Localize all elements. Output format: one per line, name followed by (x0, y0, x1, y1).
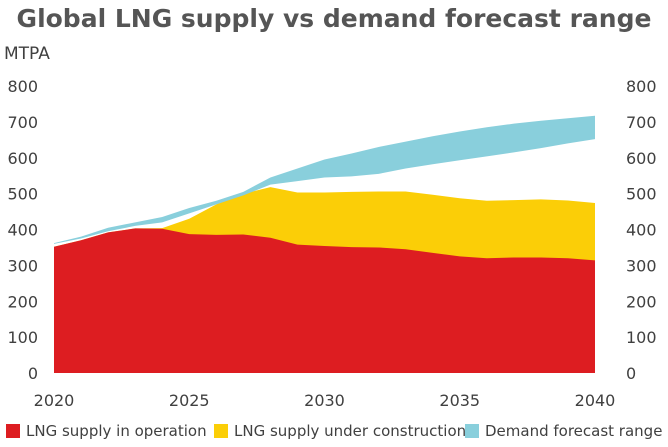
y-tick-left-600: 600 (7, 149, 38, 168)
y-tick-left-100: 100 (7, 328, 38, 347)
y-tick-left-700: 700 (7, 113, 38, 132)
x-tick-2025: 2025 (169, 391, 210, 410)
y-tick-left-400: 400 (7, 221, 38, 240)
x-tick-2040: 2040 (575, 391, 616, 410)
y-tick-right-100: 100 (626, 328, 657, 347)
chart-title: Global LNG supply vs demand forecast ran… (16, 4, 652, 33)
y-tick-left-800: 800 (7, 77, 38, 96)
area-supply-in-operation (54, 228, 595, 373)
legend-swatch-demand (465, 424, 479, 438)
legend-item-operation: LNG supply in operation (6, 422, 207, 440)
legend-swatch-construction (214, 424, 228, 438)
y-tick-right-700: 700 (626, 113, 657, 132)
legend-label-operation: LNG supply in operation (26, 422, 207, 440)
x-tick-2030: 2030 (304, 391, 345, 410)
y-tick-left-300: 300 (7, 256, 38, 275)
y-tick-right-500: 500 (626, 185, 657, 204)
chart-svg: 0 100 200 300 400 500 600 700 800 0 100 200 300 400 5… (7, 77, 657, 410)
y-tick-right-300: 300 (626, 256, 657, 275)
legend-label-construction: LNG supply under construction (234, 422, 467, 440)
legend-item-demand: Demand forecast range (465, 422, 662, 440)
x-tick-2020: 2020 (34, 391, 75, 410)
y-tick-right-600: 600 (626, 149, 657, 168)
legend-swatch-operation (6, 424, 20, 438)
area-demand-forecast-range (54, 115, 595, 244)
y-tick-right-400: 400 (626, 221, 657, 240)
legend-label-demand: Demand forecast range (485, 422, 663, 440)
y-tick-left-500: 500 (7, 185, 38, 204)
y-axis-unit-label: MTPA (4, 44, 50, 64)
y-tick-right-0: 0 (626, 364, 636, 383)
y-tick-left-0: 0 (28, 364, 38, 383)
y-tick-left-200: 200 (7, 292, 38, 311)
y-tick-right-200: 200 (626, 292, 657, 311)
y-tick-right-800: 800 (626, 77, 657, 96)
legend-item-construction: LNG supply under construction (214, 422, 466, 440)
x-tick-2035: 2035 (439, 391, 480, 410)
